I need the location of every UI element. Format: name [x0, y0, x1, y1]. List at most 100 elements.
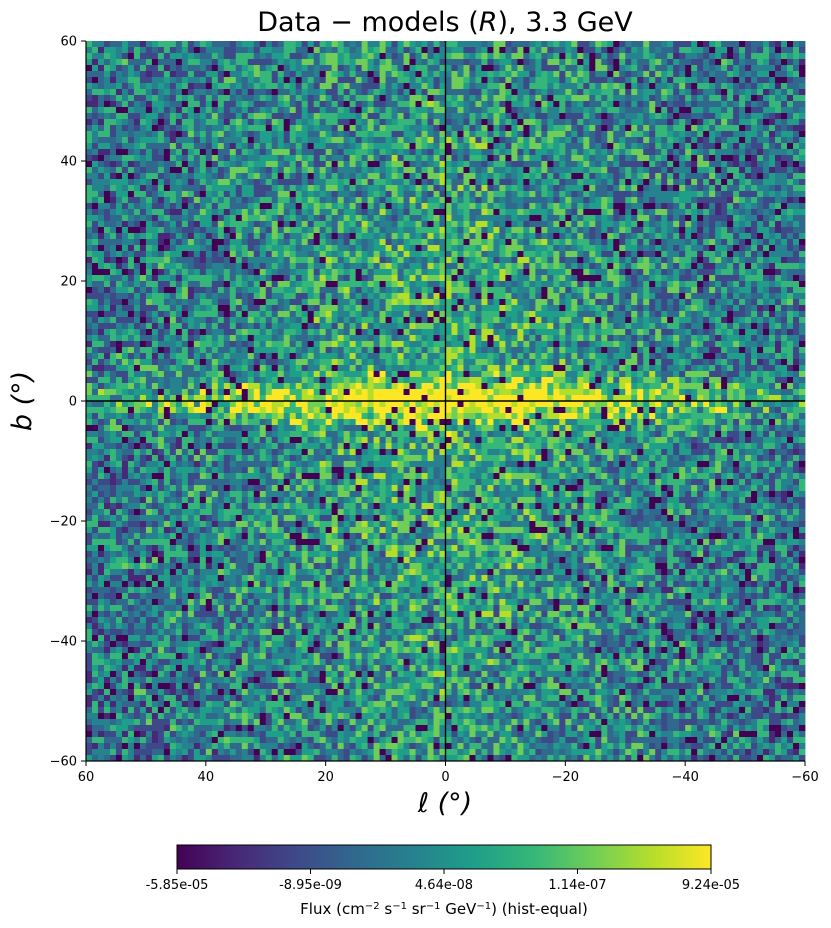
heatmap-cell	[583, 59, 590, 66]
heatmap-cell	[361, 251, 369, 258]
heatmap-cell	[121, 143, 129, 150]
heatmap-cell	[445, 185, 452, 192]
heatmap-cell	[445, 245, 452, 252]
heatmap-cell	[343, 143, 351, 150]
heatmap-cell	[379, 287, 386, 294]
heatmap-cell	[457, 53, 464, 60]
heatmap-cell	[97, 233, 105, 240]
heatmap-cell	[511, 41, 518, 48]
heatmap-cell	[673, 155, 680, 162]
heatmap-cell	[709, 227, 716, 234]
heatmap-cell	[757, 131, 764, 138]
heatmap-cell	[367, 263, 374, 270]
heatmap-cell	[409, 263, 416, 270]
heatmap-cell	[259, 215, 267, 222]
heatmap-cell	[505, 191, 512, 198]
heatmap-cell	[691, 191, 698, 198]
heatmap-cell	[145, 107, 153, 114]
heatmap-cell	[745, 161, 752, 168]
heatmap-cell	[577, 113, 584, 120]
heatmap-cell	[163, 245, 171, 252]
heatmap-cell	[415, 185, 422, 192]
heatmap-cell	[673, 281, 680, 288]
heatmap-cell	[283, 125, 291, 132]
heatmap-cell	[493, 65, 500, 72]
heatmap-cell	[721, 173, 728, 180]
heatmap-cell	[751, 107, 758, 114]
heatmap-cell	[247, 191, 255, 198]
heatmap-cell	[265, 41, 273, 48]
heatmap-cell	[517, 215, 524, 222]
heatmap-cell	[517, 221, 524, 228]
heatmap-cell	[625, 233, 632, 240]
heatmap-cell	[289, 77, 297, 84]
heatmap-cell	[799, 221, 806, 228]
heatmap-cell	[751, 251, 758, 258]
heatmap-cell	[199, 107, 207, 114]
heatmap-cell	[685, 155, 692, 162]
heatmap-cell	[589, 281, 596, 288]
heatmap-cell	[697, 191, 704, 198]
heatmap-cell	[661, 101, 668, 108]
heatmap-cell	[745, 89, 752, 96]
heatmap-cell	[571, 125, 578, 132]
heatmap-cell	[739, 77, 746, 84]
heatmap-cell	[697, 149, 704, 156]
heatmap-cell	[313, 281, 321, 288]
heatmap-cell	[523, 191, 530, 198]
heatmap-cell	[325, 221, 333, 228]
heatmap-cell	[187, 53, 195, 60]
heatmap-cell	[355, 251, 363, 258]
heatmap-cell	[553, 263, 560, 270]
heatmap-cell	[427, 209, 434, 216]
heatmap-cell	[589, 251, 596, 258]
heatmap-cell	[733, 125, 740, 132]
heatmap-cell	[313, 269, 321, 276]
heatmap-cell	[391, 143, 398, 150]
heatmap-cell	[571, 119, 578, 126]
heatmap-cell	[697, 185, 704, 192]
heatmap-cell	[157, 281, 165, 288]
heatmap-cell	[391, 185, 398, 192]
heatmap-cell	[253, 269, 261, 276]
heatmap-cell	[397, 287, 404, 294]
heatmap-cell	[787, 83, 794, 90]
heatmap-cell	[379, 263, 386, 270]
heatmap-cell	[133, 77, 141, 84]
heatmap-cell	[241, 149, 249, 156]
heatmap-cell	[451, 221, 458, 228]
heatmap-cell	[493, 167, 500, 174]
heatmap-cell	[529, 239, 536, 246]
heatmap-cell	[691, 107, 698, 114]
heatmap-cell	[409, 185, 416, 192]
heatmap-cell	[133, 227, 141, 234]
heatmap-cell	[265, 173, 273, 180]
heatmap-cell	[637, 191, 644, 198]
heatmap-cell	[691, 197, 698, 204]
heatmap-cell	[577, 197, 584, 204]
heatmap-cell	[139, 191, 147, 198]
heatmap-cell	[571, 257, 578, 264]
heatmap-cell	[397, 155, 404, 162]
heatmap-cell	[745, 233, 752, 240]
heatmap-cell	[451, 47, 458, 54]
heatmap-cell	[565, 77, 572, 84]
heatmap-cell	[427, 227, 434, 234]
heatmap-cell	[115, 185, 123, 192]
heatmap-cell	[751, 173, 758, 180]
heatmap-cell	[769, 215, 776, 222]
heatmap-cell	[589, 197, 596, 204]
heatmap-cell	[481, 41, 488, 48]
heatmap-cell	[271, 95, 279, 102]
heatmap-cell	[661, 263, 668, 270]
heatmap-cell	[517, 149, 524, 156]
heatmap-cell	[253, 185, 261, 192]
heatmap-cell	[241, 263, 249, 270]
heatmap-cell	[397, 215, 404, 222]
heatmap-cell	[169, 179, 177, 186]
heatmap-cell	[139, 167, 147, 174]
heatmap-cell	[781, 203, 788, 210]
heatmap-cell	[619, 167, 626, 174]
heatmap-cell	[505, 119, 512, 126]
heatmap-cell	[241, 65, 249, 72]
